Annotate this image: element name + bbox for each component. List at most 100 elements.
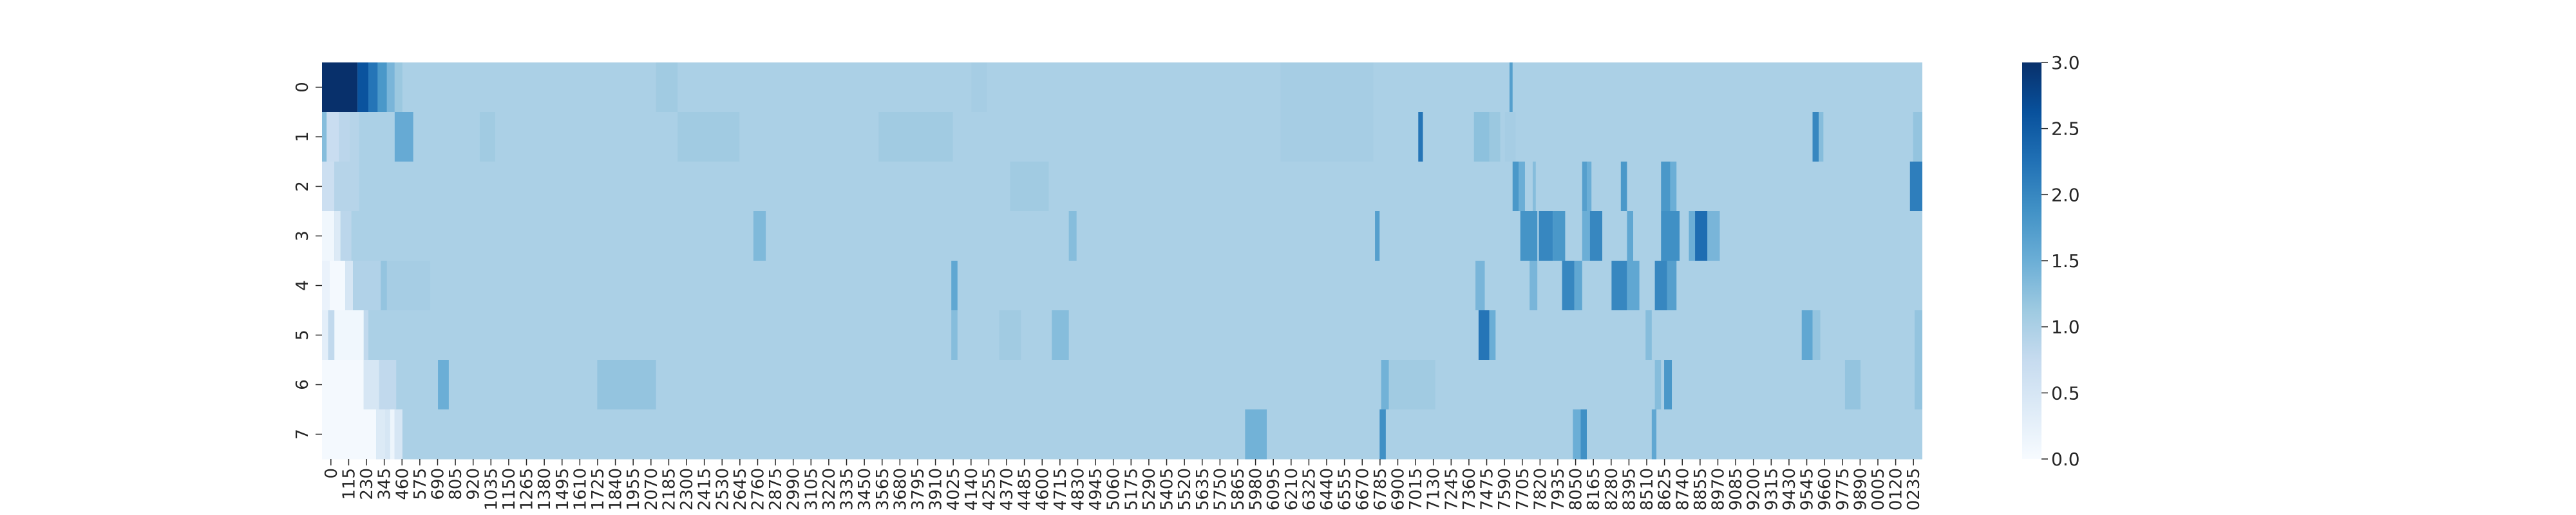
heatmap-cell-4-11 (1611, 261, 1627, 311)
heatmap-cell-1-14 (1819, 112, 1824, 162)
heatmap-cell-4-14 (1667, 261, 1677, 311)
column-tick-label: 9890 (1851, 468, 1870, 510)
heatmap-cell-1-11 (1489, 112, 1501, 162)
row-tick-label: 4 (293, 280, 312, 291)
heatmap-cell-0-2 (368, 62, 378, 113)
heatmap-cell-2-8 (1620, 162, 1627, 212)
heatmap-cell-4-1 (330, 261, 346, 311)
heatmap-row-6-base (322, 360, 1922, 410)
heatmap-cell-1-15 (1913, 112, 1922, 162)
column-tick-label: 5405 (1158, 468, 1177, 510)
heatmap-cell-3-7 (1539, 211, 1553, 261)
colorbar-tick-label: 0.0 (2051, 449, 2080, 470)
heatmap-cell-3-15 (1707, 211, 1720, 261)
column-tick-label: 5175 (1122, 468, 1141, 510)
heatmap-cell-2-10 (1670, 162, 1677, 212)
colorbar-tick-label: 1.0 (2051, 317, 2080, 338)
heatmap-cell-2-5 (1532, 162, 1536, 212)
heatmap-cell-2-6 (1582, 162, 1587, 212)
column-tick-label: 3565 (873, 468, 893, 510)
heatmap-cell-0-5 (394, 62, 402, 113)
column-tick-label: 3335 (838, 468, 857, 510)
heatmap-cell-2-0 (322, 162, 335, 212)
heatmap-cell-3-11 (1627, 211, 1634, 261)
colorbar-tick-label: 2.0 (2051, 184, 2080, 205)
heatmap-row-4-base (322, 261, 1922, 311)
heatmap-cell-0-9 (1509, 62, 1513, 113)
colorbar-tick-labels: 0.0 0.5 1.0 1.5 2.0 2.5 3.0 (2041, 52, 2080, 470)
heatmap-cells (322, 62, 1922, 460)
column-tick-label: 7820 (1531, 468, 1550, 510)
column-tick-label: 1380 (535, 468, 554, 510)
heatmap-cell-6-2 (379, 360, 397, 410)
heatmap-cell-5-4 (951, 310, 958, 360)
heatmap-cell-4-8 (1530, 261, 1538, 311)
heatmap-cell-7-1 (376, 409, 386, 460)
column-tick-label: 1035 (482, 468, 501, 510)
column-tick-label: 805 (446, 468, 466, 500)
column-tick-label: 3450 (855, 468, 875, 510)
heatmap-cell-6-0 (322, 360, 364, 410)
heatmap-cell-5-6 (1052, 310, 1069, 360)
column-tick-label: 8165 (1584, 468, 1604, 510)
row-tick-label: 0 (293, 82, 312, 93)
heatmap-cell-1-6 (677, 112, 740, 162)
heatmap-cell-1-0 (322, 112, 327, 162)
column-tick-label: 2300 (677, 468, 697, 510)
heatmap-cell-7-5 (1245, 409, 1267, 460)
heatmap-cell-6-5 (1381, 360, 1389, 410)
column-tick-label: 8740 (1673, 468, 1692, 510)
heatmap-cell-5-10 (1801, 310, 1813, 360)
heatmap-cell-5-9 (1645, 310, 1652, 360)
heatmap-cell-4-5 (386, 261, 431, 311)
column-tick-label: 9660 (1815, 468, 1835, 510)
heatmap-cell-3-6 (1520, 211, 1538, 261)
column-tick-label: 1610 (571, 468, 590, 510)
column-tick-label: 5060 (1104, 468, 1124, 510)
row-tick-labels: 0 1 2 3 4 5 6 7 (293, 82, 322, 440)
column-tick-label: 6555 (1336, 468, 1355, 510)
column-tick-label: 6670 (1353, 468, 1372, 510)
heatmap-cell-0-6 (656, 62, 678, 113)
colorbar-tick-label: 0.5 (2051, 382, 2080, 404)
column-tick-label: 7015 (1406, 468, 1426, 510)
heatmap-cell-4-7 (1475, 261, 1485, 311)
heatmap-row-3-base (322, 211, 1922, 261)
heatmap-cell-3-13 (1689, 211, 1696, 261)
column-tick-label: 690 (428, 468, 448, 500)
column-tick-label: 7475 (1478, 468, 1497, 510)
column-tick-label: 2990 (784, 468, 804, 510)
heatmap-cell-6-6 (1388, 360, 1435, 410)
column-tick-label: 4140 (962, 468, 981, 510)
heatmap-row-1-base (322, 112, 1922, 162)
heatmap-cell-6-1 (363, 360, 379, 410)
column-tick-label: 2530 (713, 468, 732, 510)
heatmap-cell-5-8 (1489, 310, 1496, 360)
heatmap-cell-3-5 (1375, 211, 1380, 261)
heatmap-cell-4-3 (353, 261, 381, 311)
heatmap-cell-6-10 (1914, 360, 1922, 410)
column-tick-label: 0120 (1887, 468, 1906, 510)
column-tick-label: 3220 (820, 468, 839, 510)
heatmap-cell-7-2 (385, 409, 390, 460)
column-tick-label: 6900 (1388, 468, 1408, 510)
column-tick-label: 7705 (1513, 468, 1533, 510)
heatmap-cell-0-3 (377, 62, 387, 113)
heatmap-cell-0-8 (1280, 62, 1374, 113)
heatmap-cell-4-6 (951, 261, 958, 311)
heatmap-cell-3-8 (1553, 211, 1566, 261)
column-tick-label: 8625 (1656, 468, 1675, 510)
heatmap-cell-3-14 (1695, 211, 1708, 261)
heatmap-cell-2-11 (1909, 162, 1922, 212)
colorbar-tick-label: 2.5 (2051, 118, 2080, 140)
column-tick-label: 0235 (1904, 468, 1924, 510)
column-tick-label: 460 (393, 468, 412, 500)
column-tick-label: 3680 (891, 468, 910, 510)
heatmap-cell-1-9 (1418, 112, 1423, 162)
heatmap-cell-1-1 (327, 112, 339, 162)
heatmap-cell-6-9 (1844, 360, 1861, 410)
column-tick-label: 0 (322, 468, 341, 479)
heatmap-cell-1-10 (1473, 112, 1490, 162)
column-tick-label: 7590 (1495, 468, 1515, 510)
